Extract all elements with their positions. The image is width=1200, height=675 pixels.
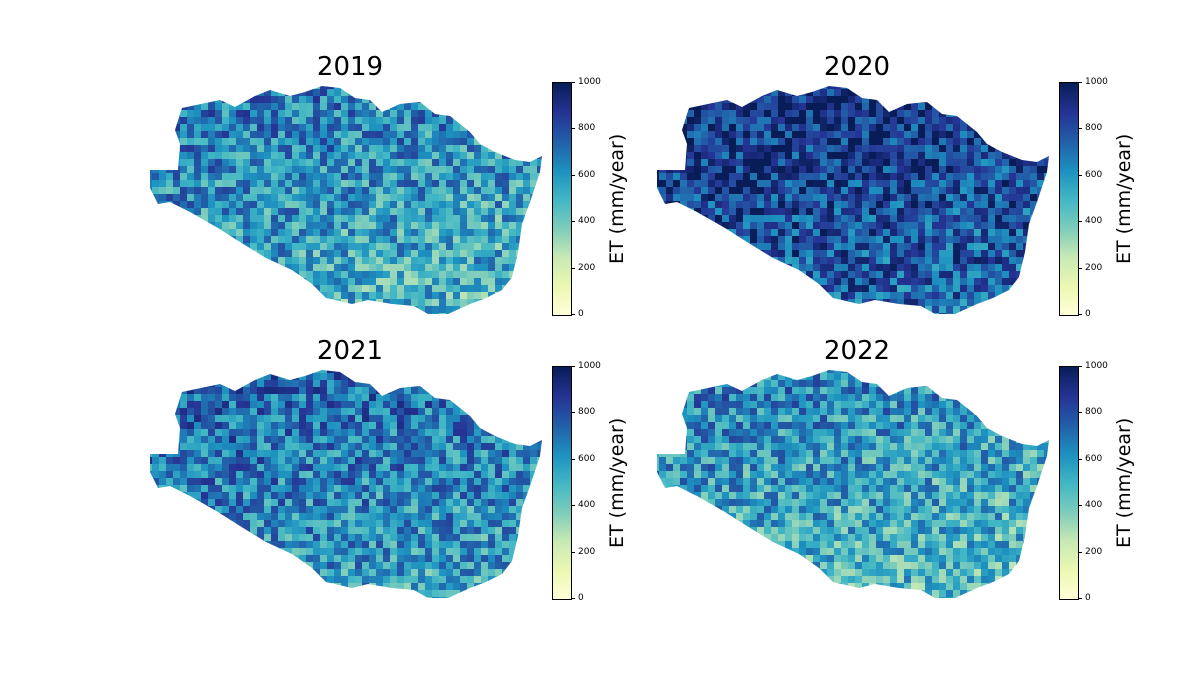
tick-label: 800 — [1085, 123, 1103, 133]
tick-label: 200 — [1085, 263, 1103, 273]
et-map-2021 — [150, 370, 542, 598]
panel-2019: 2019 0 200 400 600 800 1000 ET (mm/year) — [130, 52, 730, 352]
panel-2020: 2020 0 200 400 600 800 1000 ET (mm/year) — [637, 52, 1200, 352]
tick-label: 400 — [578, 216, 596, 226]
colorbar-label: ET (mm/year) — [606, 133, 628, 264]
tick-label: 400 — [1085, 216, 1103, 226]
et-map-2019 — [150, 86, 542, 314]
et-map-2020 — [657, 86, 1049, 314]
colorbar — [552, 366, 572, 600]
tick-label: 1000 — [578, 361, 601, 371]
et-raster — [150, 86, 542, 314]
tick-label: 400 — [578, 500, 596, 510]
tick-label: 1000 — [1085, 361, 1108, 371]
tick-label: 0 — [578, 309, 584, 319]
panel-2021: 2021 0 200 400 600 800 1000 ET (mm/year) — [130, 336, 730, 636]
panel-2022: 2022 0 200 400 600 800 1000 ET (mm/year) — [637, 336, 1200, 636]
tick-label: 600 — [578, 454, 596, 464]
panel-title: 2019 — [316, 52, 384, 82]
tick-label: 200 — [1085, 547, 1103, 557]
et-raster — [150, 370, 542, 598]
et-raster — [657, 370, 1049, 598]
tick-label: 600 — [1085, 454, 1103, 464]
colorbar — [1059, 82, 1079, 316]
tick-label: 800 — [578, 123, 596, 133]
et-map-2022 — [657, 370, 1049, 598]
tick-label: 1000 — [1085, 77, 1108, 87]
panel-title: 2021 — [316, 336, 384, 366]
tick-label: 800 — [1085, 407, 1103, 417]
et-raster — [657, 86, 1049, 314]
tick-label: 0 — [1085, 593, 1091, 603]
colorbar-label: ET (mm/year) — [1113, 133, 1135, 264]
tick-label: 1000 — [578, 77, 601, 87]
tick-label: 800 — [578, 407, 596, 417]
tick-label: 0 — [578, 593, 584, 603]
panel-title: 2020 — [823, 52, 891, 82]
colorbar — [1059, 366, 1079, 600]
tick-label: 600 — [1085, 170, 1103, 180]
colorbar-label: ET (mm/year) — [606, 417, 628, 548]
tick-label: 0 — [1085, 309, 1091, 319]
panel-title: 2022 — [823, 336, 891, 366]
tick-label: 400 — [1085, 500, 1103, 510]
colorbar — [552, 82, 572, 316]
colorbar-label: ET (mm/year) — [1113, 417, 1135, 548]
tick-label: 600 — [578, 170, 596, 180]
tick-label: 200 — [578, 263, 596, 273]
tick-label: 200 — [578, 547, 596, 557]
